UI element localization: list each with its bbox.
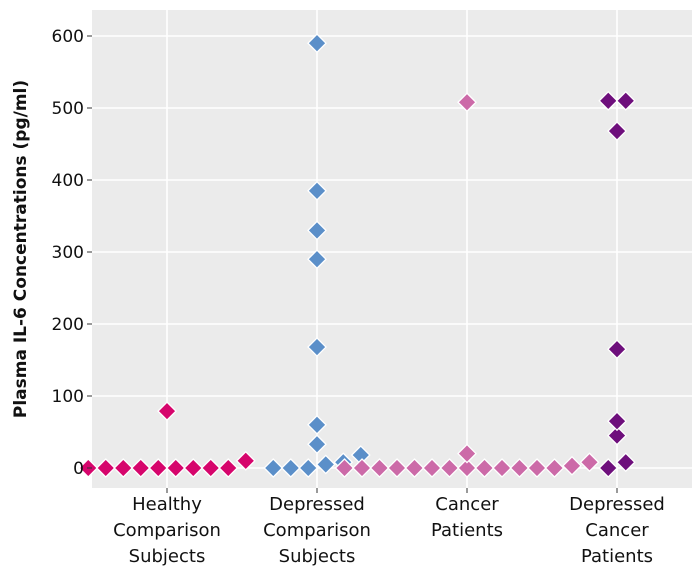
y-tick-label: 200	[52, 315, 84, 335]
x-tick-label: Comparison	[263, 520, 371, 541]
data-point	[307, 414, 327, 435]
data-point	[387, 458, 407, 478]
data-point	[307, 33, 327, 54]
y-tick-label: 400	[52, 171, 84, 191]
data-point	[298, 458, 319, 478]
grid	[92, 10, 692, 488]
x-tick-label: Healthy	[132, 494, 202, 515]
data-point	[404, 458, 425, 478]
y-axis-title: Plasma IL-6 Concentrations (pg/ml)	[11, 80, 31, 418]
data-point	[607, 339, 627, 360]
data-point	[527, 458, 547, 478]
data-points	[78, 33, 636, 478]
x-tick-label: Cancer	[435, 494, 499, 515]
data-point	[352, 458, 372, 478]
data-point	[509, 458, 530, 478]
data-point	[457, 443, 477, 464]
x-tick-label: Depressed	[569, 494, 665, 515]
y-tick-label: 600	[52, 27, 84, 47]
data-point	[439, 458, 460, 478]
x-tick-label: Cancer	[585, 520, 649, 541]
data-point	[607, 411, 627, 432]
data-point	[607, 425, 627, 446]
data-point	[307, 434, 327, 455]
data-point	[148, 458, 169, 478]
x-tick-label: Patients	[431, 520, 503, 541]
data-point	[113, 458, 134, 478]
data-point	[615, 452, 636, 473]
data-point	[598, 458, 619, 478]
data-point	[307, 180, 327, 201]
data-point	[422, 458, 442, 478]
data-point	[492, 458, 512, 478]
x-tick-label: Subjects	[279, 546, 356, 567]
data-point	[95, 458, 116, 478]
data-point	[457, 458, 477, 478]
data-point	[183, 458, 204, 478]
x-tick-label: Subjects	[129, 546, 206, 567]
data-point	[235, 450, 256, 471]
plot-panel	[92, 10, 692, 488]
data-point	[607, 121, 627, 141]
data-point	[474, 458, 495, 478]
data-point	[544, 458, 565, 478]
data-point	[280, 458, 301, 478]
data-point	[130, 458, 151, 478]
data-point	[165, 458, 186, 478]
data-point	[457, 92, 477, 113]
y-tick-label: 500	[52, 99, 84, 119]
y-tick-label: 100	[52, 387, 84, 407]
data-point	[200, 458, 221, 478]
data-point	[562, 455, 582, 476]
data-point	[579, 452, 600, 473]
x-axis: Healthy Comparison Subjects Depressed Compar…	[113, 488, 665, 567]
data-point	[598, 90, 619, 111]
x-tick-label: Depressed	[269, 494, 365, 515]
data-point	[334, 458, 355, 478]
y-tick-label: 0	[73, 459, 84, 479]
data-point	[218, 458, 239, 478]
data-point	[307, 220, 327, 241]
data-point	[307, 249, 327, 270]
data-point	[307, 337, 327, 357]
y-axis: 0 100 200 300 400 500 600	[52, 27, 92, 479]
y-tick-label: 300	[52, 243, 84, 263]
x-tick-label: Comparison	[113, 520, 221, 541]
data-point	[263, 458, 284, 478]
data-point	[615, 90, 636, 111]
data-point	[157, 401, 177, 422]
x-tick-label: Patients	[581, 546, 653, 567]
data-point	[369, 458, 390, 478]
data-point	[315, 454, 336, 475]
